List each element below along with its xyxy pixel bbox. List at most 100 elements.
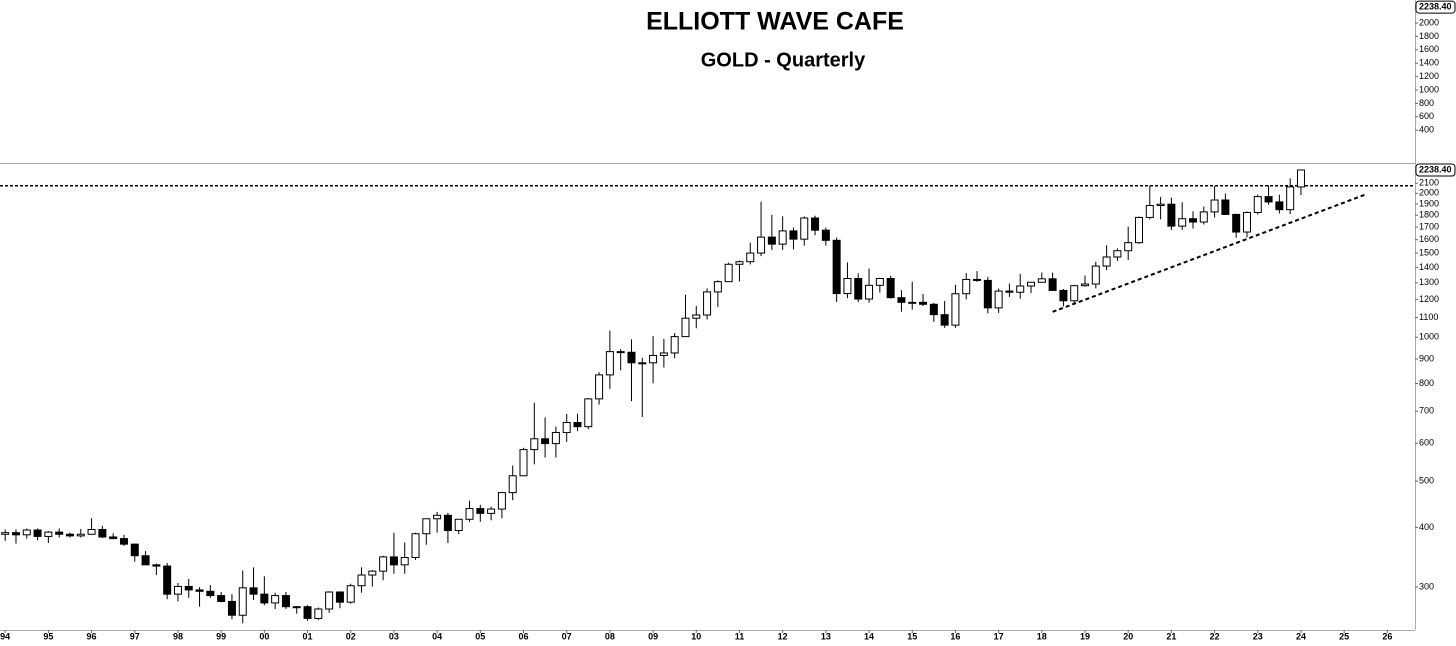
candle-body [411, 533, 420, 559]
y-tick-label: 1800 [1419, 210, 1439, 220]
x-tick-label: 23 [1253, 631, 1263, 641]
candle-body [422, 518, 431, 535]
candle-body [595, 374, 604, 400]
candle-body [659, 352, 668, 356]
x-tick-label: 18 [1037, 631, 1047, 641]
candle-body [670, 336, 679, 354]
y-tick-label: 500 [1419, 475, 1434, 485]
candle-body [854, 278, 863, 300]
candle-body [1027, 281, 1036, 287]
x-tick-label: 15 [907, 631, 917, 641]
x-tick-label: 20 [1123, 631, 1133, 641]
candle-body [713, 281, 722, 293]
y-tick-label: 800 [1419, 98, 1434, 108]
y-tick-label: 1000 [1419, 332, 1439, 342]
candle-body [940, 314, 949, 326]
y-tick-label: 1600 [1419, 234, 1439, 244]
candle-body [130, 543, 139, 557]
x-tick-label: 25 [1339, 631, 1349, 641]
y-tick-label: 1400 [1419, 262, 1439, 272]
candle-body [811, 217, 820, 231]
y-tick-label: 400 [1419, 522, 1434, 532]
candle-body [368, 570, 377, 576]
candle-body [55, 531, 64, 535]
y-tick-label: 2100 [1419, 178, 1439, 188]
y-tick-label: 1900 [1419, 198, 1439, 208]
y-tick-label: 1000 [1419, 84, 1439, 94]
candle-body [778, 230, 787, 245]
y-tick-label: 1800 [1419, 31, 1439, 41]
candle-body [1210, 199, 1219, 213]
candle-body [476, 508, 485, 514]
candle-body [746, 252, 755, 263]
candle-body [519, 449, 528, 477]
candle-body [1037, 278, 1046, 283]
candle-body [530, 438, 539, 451]
chart-title: ELLIOTT WAVE CAFE [646, 8, 904, 36]
candle-body [800, 217, 809, 240]
candle-body [767, 236, 776, 245]
candle-body [724, 263, 733, 283]
chart-subtitle: GOLD - Quarterly [701, 49, 866, 71]
candle-body [1048, 278, 1057, 291]
x-tick-label: 16 [950, 631, 960, 641]
candle-body [908, 301, 917, 304]
candle-body [314, 608, 323, 619]
x-tick-label: 04 [432, 631, 442, 641]
x-tick-label: 97 [130, 631, 140, 641]
candle-body [1005, 290, 1014, 293]
x-tick-label: 98 [173, 631, 183, 641]
candle-body [400, 557, 409, 566]
candle-body [951, 293, 960, 326]
candle-body [163, 565, 172, 595]
candle-body [260, 593, 269, 604]
y-tick-label: 1500 [1419, 247, 1439, 257]
y-tick-label: 400 [1419, 125, 1434, 135]
candle-body [1221, 199, 1230, 215]
y-tick-label: 2000 [1419, 17, 1439, 27]
candle-body [87, 528, 96, 535]
candle-body [206, 590, 215, 597]
candle-body [98, 528, 107, 538]
y-tick-label: 700 [1419, 406, 1434, 416]
x-tick-label: 06 [518, 631, 528, 641]
candle-body [325, 591, 334, 610]
y-tick-label: 1700 [1419, 221, 1439, 231]
candle-body [217, 595, 226, 602]
candle-body [1134, 216, 1143, 244]
candle-body [11, 532, 20, 536]
candle-body [184, 585, 193, 591]
x-tick-label: 17 [994, 631, 1004, 641]
candle-body [76, 533, 85, 537]
candle-body [919, 301, 928, 305]
candle-body [152, 564, 161, 567]
candle-body [562, 422, 571, 433]
y-tick-label: 600 [1419, 438, 1434, 448]
candle-body [33, 529, 42, 537]
candle-body [173, 585, 182, 595]
x-tick-label: 11 [735, 631, 745, 641]
x-tick-label: 95 [43, 631, 53, 641]
candle-body [1070, 285, 1079, 302]
y-tick-label: 800 [1419, 378, 1434, 388]
x-tick-label: 99 [216, 631, 226, 641]
candle-body [573, 422, 582, 428]
x-tick-label: 26 [1382, 631, 1392, 641]
candle-body [551, 431, 560, 445]
x-tick-label: 13 [821, 631, 831, 641]
candle-body [627, 351, 636, 364]
candle-body [335, 591, 344, 603]
x-tick-label: 03 [389, 631, 399, 641]
candle-body [238, 587, 247, 616]
x-tick-label: 10 [691, 631, 701, 641]
y-tick-label: 1600 [1419, 44, 1439, 54]
candle-body [865, 284, 874, 300]
y-tick-label: 1100 [1419, 312, 1438, 322]
candle-body [379, 556, 388, 572]
candle-body [1178, 218, 1187, 227]
candle-body [1059, 289, 1068, 302]
candle-body [1081, 283, 1090, 287]
candle-body [983, 279, 992, 309]
candle-body [443, 514, 452, 532]
